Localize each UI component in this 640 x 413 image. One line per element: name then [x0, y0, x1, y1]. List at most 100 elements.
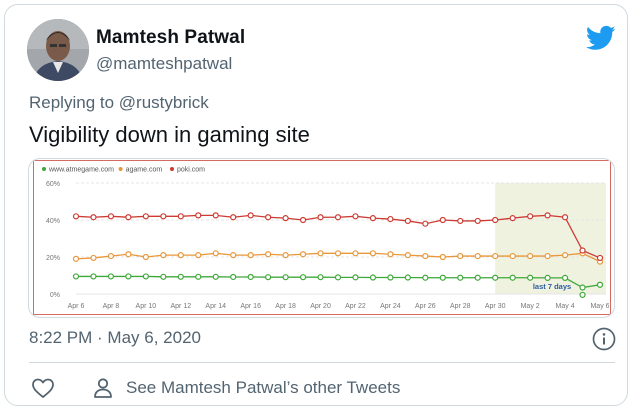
data-point — [387, 251, 394, 258]
data-point — [142, 213, 149, 220]
data-point — [439, 253, 446, 261]
tweet-card: Mamtesh Patwal @mamteshpatwal Replying t… — [4, 4, 628, 406]
data-point — [212, 212, 219, 219]
chart-frame: 0% 20% 40% 60% Apr 6 Apr 8 Apr 10 Apr 12 Apr 14 A… — [33, 160, 611, 315]
data-point — [107, 213, 115, 220]
data-point — [72, 213, 80, 220]
data-point — [352, 274, 359, 281]
data-point — [125, 273, 132, 280]
chart-image[interactable]: 0% 20% 40% 60% Apr 6 Apr 8 Apr 10 Apr 12 Apr 14 A… — [28, 158, 615, 318]
data-point — [439, 274, 446, 281]
info-icon[interactable] — [592, 327, 616, 351]
legend-marker — [42, 167, 46, 171]
data-point — [544, 212, 551, 219]
twitter-bird-icon[interactable] — [585, 23, 617, 53]
data-point — [265, 274, 272, 281]
data-point — [142, 253, 149, 261]
x-tick-label: Apr 24 — [380, 303, 401, 310]
tweet-timestamp[interactable]: 8:22 PM · May 6, 2020 — [29, 328, 201, 347]
data-point — [509, 215, 516, 222]
person-icon[interactable] — [91, 376, 115, 400]
data-point — [596, 254, 604, 262]
x-tick-label: Apr 16 — [240, 303, 261, 310]
data-point — [72, 255, 80, 262]
tweet-text: Vigibility down in gaming site — [29, 122, 310, 147]
data-point — [160, 213, 167, 220]
legend-marker — [118, 167, 123, 171]
data-point — [404, 217, 411, 225]
data-point — [125, 214, 132, 221]
y-tick-label: 20% — [46, 255, 60, 262]
data-point — [265, 251, 272, 258]
heart-icon[interactable] — [31, 376, 55, 400]
data-point — [561, 252, 569, 259]
data-point — [561, 214, 569, 221]
reply-mention-link[interactable]: @rustybrick — [118, 93, 209, 112]
data-point — [422, 274, 429, 281]
data-point — [596, 281, 604, 288]
data-point — [282, 274, 289, 281]
data-point — [474, 252, 481, 260]
data-point — [230, 252, 237, 259]
replying-label: Replying to — [29, 93, 115, 112]
see-other-tweets-link[interactable]: See Mamtesh Patwal’s other Tweets — [126, 378, 401, 397]
data-point — [125, 251, 132, 258]
data-point — [90, 273, 97, 280]
x-tick-label: Apr 6 — [68, 303, 85, 310]
data-point — [492, 252, 499, 260]
data-point — [195, 273, 202, 280]
data-point — [527, 213, 534, 220]
data-point — [369, 215, 377, 222]
author-name[interactable]: Mamtesh Patwal — [96, 27, 246, 48]
data-point — [457, 252, 464, 260]
author-handle[interactable]: @mamteshpatwal — [96, 54, 233, 73]
data-point — [579, 247, 586, 254]
data-point — [265, 214, 272, 221]
data-point — [352, 250, 359, 257]
data-point — [177, 252, 184, 259]
x-tick-label: Apr 28 — [450, 303, 471, 310]
data-point — [492, 274, 499, 281]
data-point — [352, 213, 359, 220]
data-point — [334, 250, 342, 257]
data-point — [230, 273, 237, 281]
data-point — [544, 274, 551, 282]
data-point — [509, 274, 516, 281]
data-point — [404, 274, 411, 281]
line-chart: 0% 20% 40% 60% Apr 6 Apr 8 Apr 10 Apr 12 Apr 14 A… — [42, 167, 609, 310]
y-tick-label: 40% — [46, 218, 60, 225]
avatar[interactable] — [27, 19, 89, 81]
legend-label: poki.com — [177, 167, 205, 174]
data-point — [527, 252, 534, 260]
data-point — [247, 212, 254, 219]
data-point — [247, 273, 254, 281]
data-point — [177, 273, 184, 280]
data-point — [334, 214, 342, 221]
data-point — [544, 252, 551, 260]
x-tick-label: May 2 — [521, 303, 540, 310]
data-point — [457, 217, 464, 225]
data-point — [299, 216, 307, 224]
data-point — [387, 274, 394, 281]
data-point — [90, 254, 97, 262]
x-tick-label: Apr 26 — [415, 303, 436, 310]
data-point — [492, 216, 499, 224]
data-point — [422, 252, 429, 260]
data-point — [509, 252, 516, 260]
data-point — [457, 274, 464, 281]
y-tick-label: 0% — [50, 292, 60, 299]
data-point — [72, 273, 80, 280]
data-point — [579, 284, 586, 291]
data-point — [282, 252, 289, 259]
data-point — [439, 216, 446, 224]
highlight-label: last 7 days — [533, 282, 571, 291]
data-point — [317, 250, 324, 257]
y-tick-label: 60% — [46, 181, 60, 188]
legend-label: www.atmegame.com — [48, 167, 114, 174]
data-point — [160, 273, 167, 280]
x-tick-label: May 6 — [590, 303, 609, 310]
data-point — [195, 252, 202, 259]
data-point — [404, 252, 411, 259]
x-tick-label: May 4 — [556, 303, 575, 310]
data-point — [387, 215, 394, 223]
